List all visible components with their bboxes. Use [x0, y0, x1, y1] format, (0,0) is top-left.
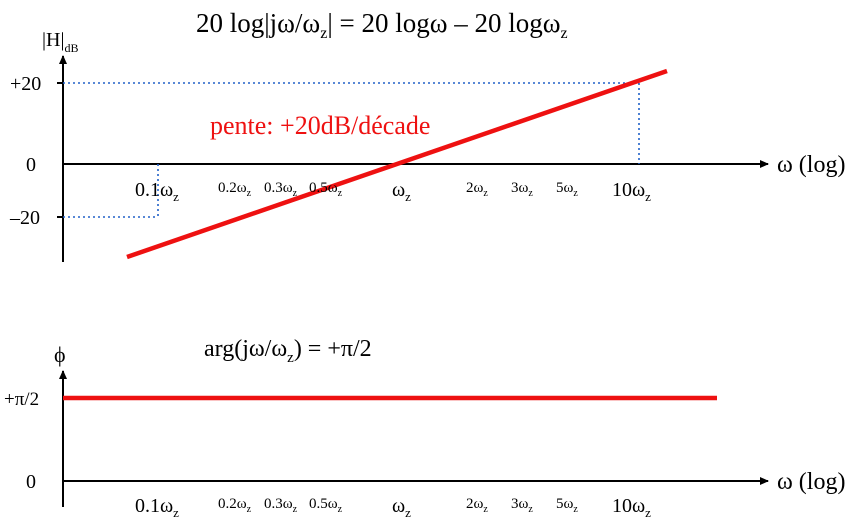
magnitude-x-label: ω (log): [777, 152, 845, 178]
y-tick-zero: 0: [26, 154, 36, 176]
y-tick-minus20: –20: [9, 207, 40, 229]
x-tick-02wz: 0.2ωz: [218, 180, 252, 199]
phase-x-ticks: 0.1ωz 0.2ωz 0.3ωz 0.5ωz ωz 2ωz 3ωz 5ωz 1…: [135, 495, 651, 520]
phase-x-tick-01wz: 0.1ωz: [135, 495, 179, 520]
phase-x-tick-05wz: 0.5ωz: [309, 496, 343, 515]
phase-x-tick-03wz: 0.3ωz: [264, 496, 298, 515]
phase-x-tick-2wz: 2ωz: [466, 496, 488, 515]
x-tick-wz: ωz: [392, 179, 411, 204]
y-tick-plus20: +20: [10, 73, 41, 95]
phase-y-tick-zero: 0: [26, 471, 36, 493]
phase-x-tick-10wz: 10ωz: [612, 495, 651, 520]
x-tick-2wz: 2ωz: [466, 180, 488, 199]
x-tick-10wz: 10ωz: [612, 179, 651, 204]
magnitude-formula: 20 log|jω/ωz| = 20 logω – 20 logωz: [196, 8, 568, 42]
phase-plot: arg(jω/ωz) = +π/2 ϕ +π/2 0 ω (log) 0.1ωz…: [4, 336, 845, 520]
phase-x-tick-wz: ωz: [392, 495, 411, 520]
magnitude-asymptote-line: [126, 68, 668, 260]
magnitude-plot: 20 log|jω/ωz| = 20 logω – 20 logωz |H|dB…: [9, 8, 845, 262]
phase-x-tick-02wz: 0.2ωz: [218, 496, 252, 515]
magnitude-y-label: |H|dB: [42, 29, 78, 55]
slope-label: pente: +20dB/décade: [210, 111, 430, 140]
magnitude-x-ticks: 0.1ωz 0.2ωz 0.3ωz 0.5ωz ωz 2ωz 3ωz 5ωz 1…: [135, 179, 651, 204]
x-tick-5wz: 5ωz: [556, 180, 578, 199]
phase-x-label: ω (log): [777, 469, 845, 495]
phase-formula: arg(jω/ωz) = +π/2: [204, 336, 372, 366]
phase-x-tick-3wz: 3ωz: [511, 496, 533, 515]
x-tick-05wz: 0.5ωz: [309, 180, 343, 199]
x-tick-01wz: 0.1ωz: [135, 179, 179, 204]
phase-y-tick-pi2: +π/2: [4, 389, 39, 410]
x-tick-3wz: 3ωz: [511, 180, 533, 199]
phase-y-label: ϕ: [54, 342, 66, 367]
phase-x-tick-5wz: 5ωz: [556, 496, 578, 515]
x-tick-03wz: 0.3ωz: [264, 180, 298, 199]
